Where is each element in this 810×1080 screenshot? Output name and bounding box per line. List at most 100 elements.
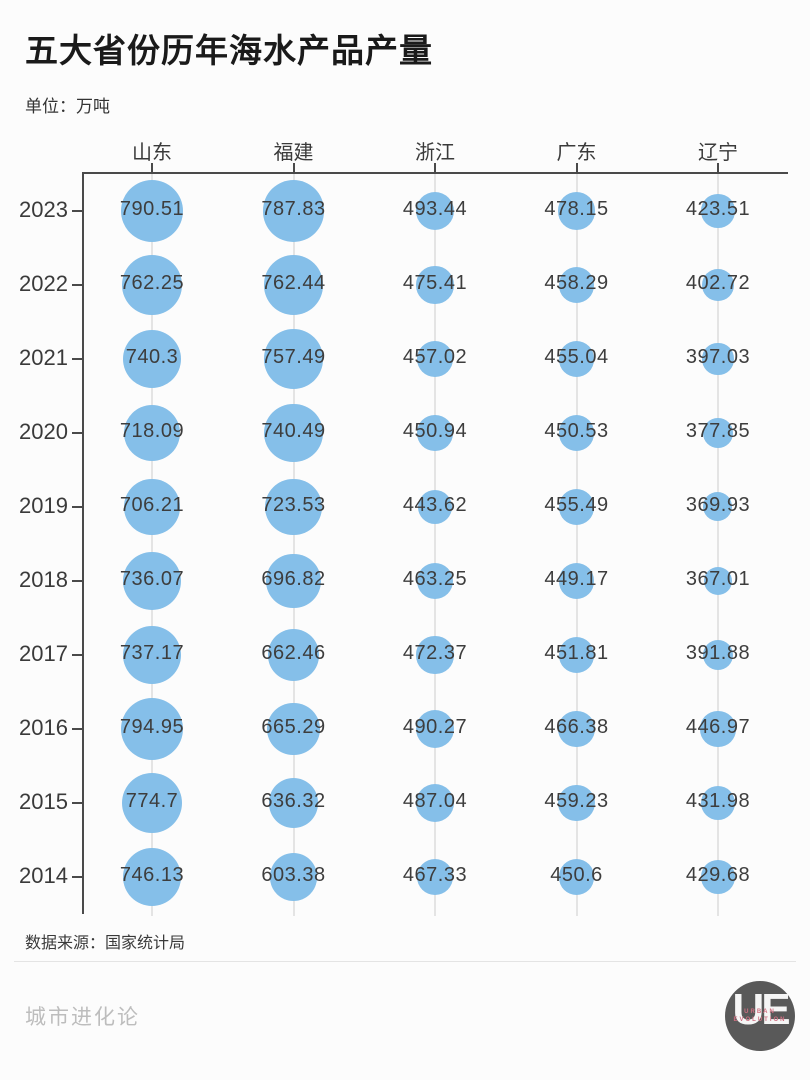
value-label: 451.81	[544, 642, 609, 664]
data-bubble	[558, 710, 595, 748]
value-label: 472.37	[402, 642, 468, 664]
value-label: 478.15	[544, 198, 609, 220]
data-bubble	[702, 343, 734, 375]
value-label: 487.04	[402, 790, 468, 812]
data-bubble	[265, 478, 322, 536]
column-header: 广东	[556, 142, 597, 164]
data-bubble	[703, 418, 733, 448]
data-bubble	[703, 566, 733, 596]
data-bubble	[700, 711, 736, 747]
bubble-chart: 山东 福建 浙江 广东 辽宁 2023 2022 2021 2020 2019 2018 2017 20…	[0, 130, 810, 920]
y-axis-tick	[72, 506, 82, 508]
column-gridline	[292, 172, 295, 916]
data-source-note: 数据来源：国家统计局	[25, 935, 186, 952]
data-bubble	[264, 403, 323, 463]
value-label: 740.3	[125, 346, 179, 368]
value-label: 467.33	[402, 864, 468, 886]
value-label: 746.13	[119, 864, 185, 886]
unit-label: 单位：万吨	[25, 97, 110, 116]
data-bubble	[558, 637, 595, 673]
data-bubble	[416, 562, 454, 600]
data-bubble	[124, 479, 180, 535]
value-label: 665.29	[261, 716, 326, 738]
data-bubble	[121, 772, 183, 834]
y-axis-tick	[72, 210, 82, 212]
brand-logo-icon: UE URBAN EVOLUTION	[725, 981, 795, 1051]
logo-subtext-line2: EVOLUTION	[733, 1017, 787, 1023]
value-label: 662.46	[261, 642, 326, 664]
value-label: 490.27	[402, 716, 468, 738]
value-label: 450.53	[544, 420, 609, 442]
value-label: 757.49	[261, 346, 326, 368]
value-label: 455.04	[544, 346, 609, 368]
data-bubble	[416, 858, 454, 896]
value-label: 737.17	[119, 642, 185, 664]
value-label: 466.38	[544, 716, 609, 738]
x-axis-tick	[575, 163, 578, 172]
data-bubble	[417, 489, 453, 525]
x-axis-tick	[717, 163, 719, 172]
y-axis-tick	[72, 284, 82, 286]
year-label: 2014	[19, 863, 68, 888]
data-bubble	[266, 553, 321, 609]
y-axis-tick	[72, 802, 82, 804]
y-axis-tick	[72, 580, 82, 582]
value-label: 787.83	[261, 198, 326, 220]
data-bubble	[268, 778, 319, 828]
data-bubble	[417, 341, 453, 377]
value-label: 377.85	[685, 420, 751, 442]
value-label: 706.21	[119, 494, 185, 516]
value-label: 443.62	[402, 494, 468, 516]
year-label: 2017	[19, 641, 68, 666]
page-title: 五大省份历年海水产品产量	[25, 32, 433, 69]
data-bubble	[702, 269, 734, 301]
value-label: 369.93	[685, 494, 751, 516]
value-label: 794.95	[119, 716, 185, 738]
data-bubble	[558, 415, 595, 451]
data-bubble	[416, 636, 454, 674]
y-axis-tick	[72, 728, 82, 730]
data-bubble	[415, 191, 455, 231]
column-gridline	[434, 172, 436, 916]
logo-monogram: UE	[732, 985, 790, 1034]
value-label: 463.25	[402, 568, 468, 590]
column-header: 浙江	[415, 142, 455, 164]
y-axis-tick	[72, 654, 82, 656]
column-header: 辽宁	[698, 142, 738, 164]
x-axis-tick	[151, 163, 153, 172]
year-label: 2020	[19, 419, 68, 444]
x-axis-tick	[434, 163, 436, 172]
data-bubble	[123, 552, 181, 610]
value-label: 493.44	[402, 198, 468, 220]
y-axis-tick	[72, 358, 82, 360]
value-label: 723.53	[261, 494, 326, 516]
data-bubble	[702, 639, 734, 671]
column-header: 山东	[132, 142, 172, 164]
column-gridline	[717, 172, 719, 916]
y-axis-line	[82, 172, 84, 914]
data-bubble	[122, 847, 182, 907]
column-header: 福建	[273, 142, 314, 164]
data-bubble	[267, 702, 320, 756]
data-bubble	[558, 563, 595, 599]
year-label: 2015	[19, 789, 68, 814]
value-label: 459.23	[544, 790, 609, 812]
value-label: 636.32	[261, 790, 326, 812]
data-bubble	[701, 860, 735, 894]
value-label: 429.68	[685, 864, 751, 886]
value-label: 455.49	[544, 494, 609, 516]
value-label: 475.41	[402, 272, 468, 294]
data-bubble	[267, 629, 320, 681]
data-bubble	[263, 255, 324, 315]
value-label: 450.6	[550, 864, 603, 886]
value-label: 774.7	[125, 790, 179, 812]
year-label: 2018	[19, 567, 68, 592]
value-label: 450.94	[402, 420, 468, 442]
value-label: 391.88	[685, 642, 751, 664]
value-label: 402.72	[685, 272, 751, 294]
footer-divider	[14, 961, 796, 962]
data-bubble	[558, 784, 595, 821]
x-axis-line	[82, 172, 788, 174]
logo-subtext: URBAN EVOLUTION	[725, 1008, 795, 1024]
